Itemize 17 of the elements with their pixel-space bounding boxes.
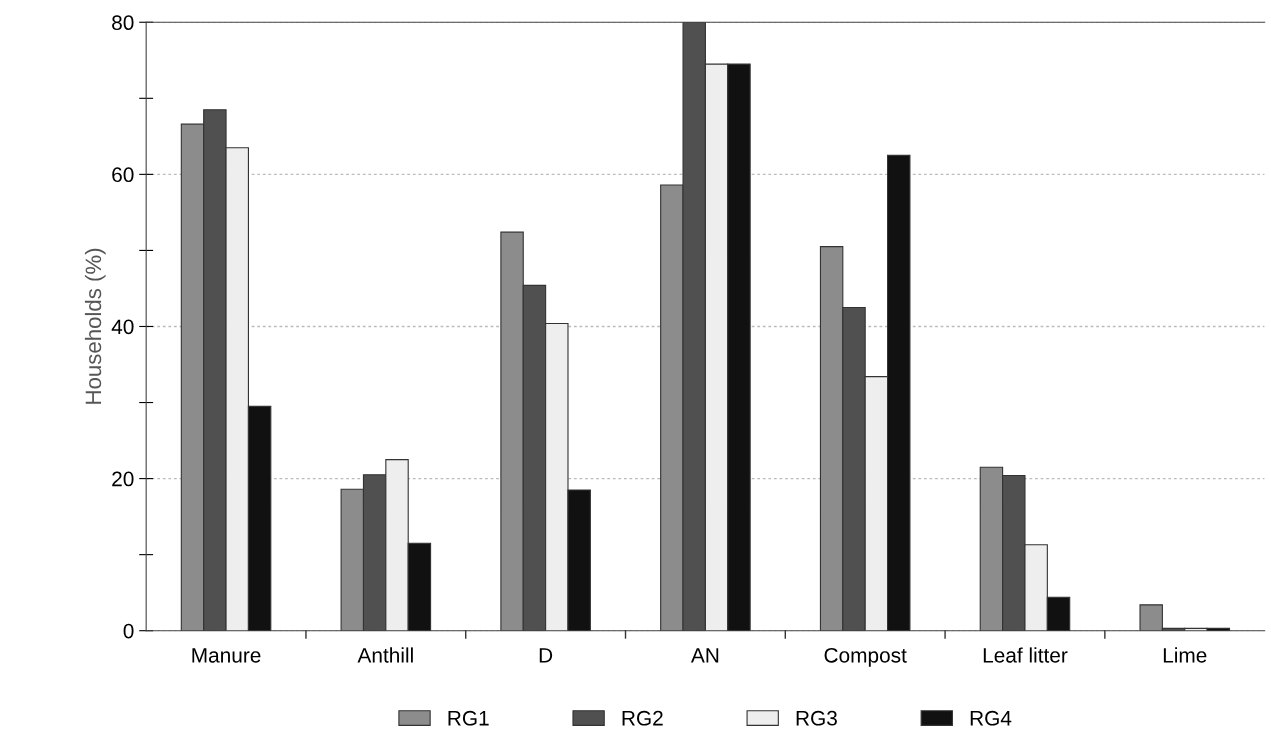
y-tick-label: 60 <box>112 167 134 183</box>
y-tick-label: 0 <box>123 623 134 639</box>
legend-label: RG2 <box>622 710 663 726</box>
x-tick-label: Lime <box>1163 647 1207 663</box>
y-tick-label: 40 <box>111 319 134 335</box>
x-tick-label: Leaf litter <box>983 647 1068 663</box>
legend-label: RG3 <box>796 710 837 726</box>
y-tick-label: 80 <box>112 15 134 31</box>
x-tick-label: Anthill <box>357 647 413 663</box>
x-tick-label: AN <box>690 648 719 663</box>
y-axis-title: Households (%) <box>84 248 106 404</box>
legend-label: RG4 <box>970 710 1012 726</box>
legend-label: RG1 <box>448 710 489 726</box>
x-tick-label: Compost <box>824 647 907 667</box>
x-tick-label: Manure <box>192 648 261 663</box>
x-tick-label: D <box>539 648 553 663</box>
y-tick-label: 20 <box>112 471 134 487</box>
